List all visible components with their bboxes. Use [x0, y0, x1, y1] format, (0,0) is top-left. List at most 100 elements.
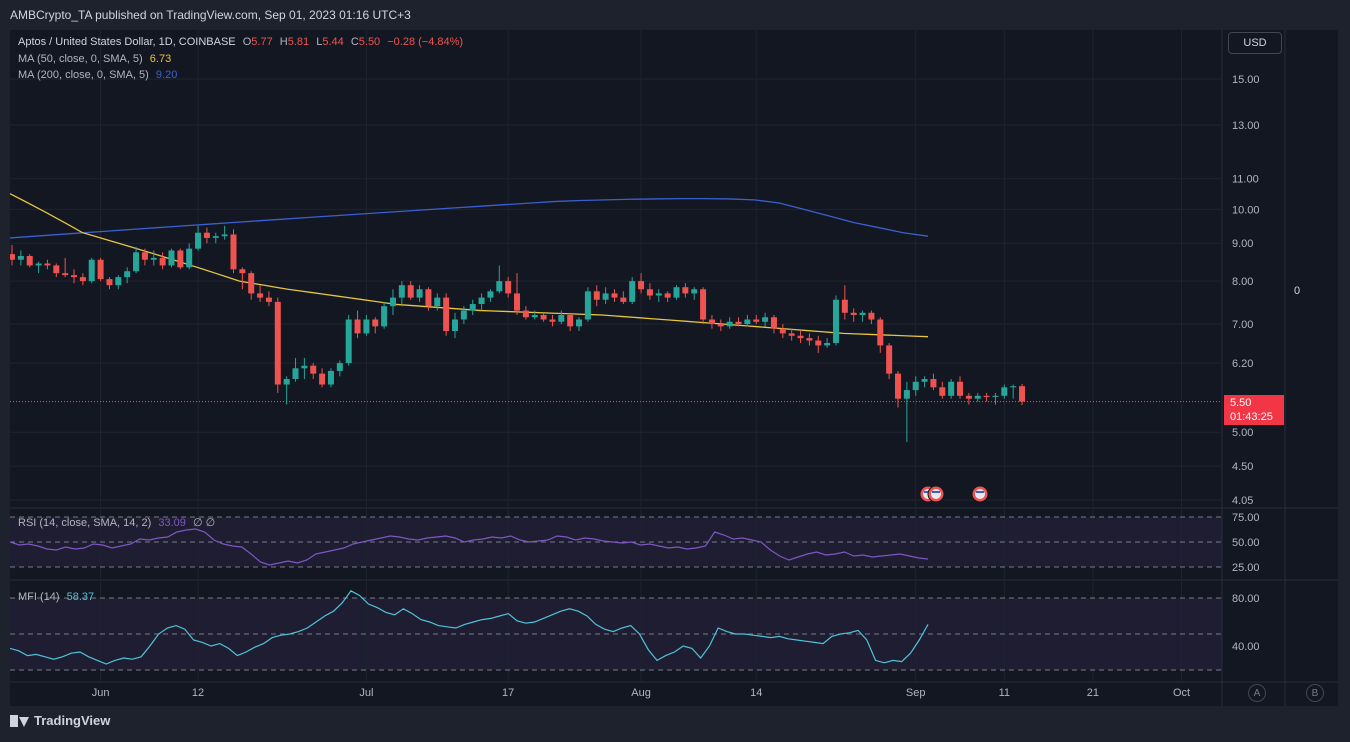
candle-body — [815, 340, 822, 346]
candle-body — [478, 297, 485, 305]
legend-close-label: C — [350, 36, 359, 48]
candle-body — [106, 279, 113, 286]
candle-body — [460, 310, 467, 320]
candle-body — [416, 289, 423, 298]
legend-open: 5.77 — [251, 36, 273, 48]
legend-ma50-label: MA (50, close, 0, SMA, 5) — [18, 53, 143, 65]
candle-body — [806, 338, 813, 341]
candle-body — [35, 263, 42, 266]
legend-ma200-row[interactable]: MA (200, close, 0, SMA, 5) 9.20 — [18, 67, 177, 83]
us-event-flag-icon — [976, 491, 984, 493]
candle-body — [744, 319, 751, 325]
candle-body — [531, 314, 538, 318]
candle-body — [327, 370, 334, 385]
time-axis-label: 12 — [192, 687, 204, 699]
candle-body — [434, 297, 441, 307]
candle-body — [735, 321, 742, 325]
bar-countdown: 01:43:25 — [1230, 411, 1273, 423]
candle-body — [239, 269, 246, 274]
candle-body — [939, 387, 946, 396]
candle-body — [824, 342, 831, 346]
time-axis-label: Sep — [906, 687, 926, 699]
candle-body — [257, 293, 264, 298]
candle-body — [948, 381, 955, 396]
time-axis-label: Oct — [1173, 687, 1190, 699]
time-axis-label: 11 — [999, 687, 1010, 699]
candle-body — [691, 289, 698, 294]
time-axis-label: Aug — [631, 687, 651, 699]
legend-rsi-row[interactable]: RSI (14, close, SMA, 14, 2) 33.09 ∅ ∅ — [18, 515, 215, 531]
chart-area[interactable]: 15.00 13.00 11.00 10.00 9.00 8.00 7.00 6.20 5.00… — [10, 30, 1338, 706]
time-axis-label: 14 — [750, 687, 762, 699]
candle-body — [292, 368, 299, 380]
candle-body — [558, 314, 565, 322]
mfi-axis-label: 80.00 — [1232, 593, 1260, 605]
candle-body — [700, 289, 707, 320]
legend-symbol-row[interactable]: Aptos / United States Dollar, 1D, COINBA… — [18, 34, 463, 50]
candle-body — [221, 234, 228, 237]
candle-body — [505, 281, 512, 294]
candle-body — [265, 297, 272, 302]
price-axis-label: 9.00 — [1232, 238, 1253, 250]
last-price-tag: 5.50 01:43:25 — [1224, 395, 1284, 425]
candle-body — [1010, 386, 1017, 388]
candle-body — [133, 252, 140, 272]
candle-body — [708, 319, 715, 325]
candle-body — [620, 297, 627, 302]
ma200-line — [10, 197, 929, 239]
price-axis-label: 4.50 — [1232, 461, 1253, 473]
candle-body — [638, 281, 645, 290]
candle-body — [26, 256, 33, 266]
price-axis-label: 15.00 — [1232, 74, 1260, 86]
time-axis-label: 21 — [1087, 687, 1099, 699]
mfi-line — [10, 590, 929, 665]
price-axis-label: 10.00 — [1232, 204, 1260, 216]
candle-body — [788, 333, 795, 336]
candle-body — [230, 234, 237, 270]
legend-low-label: L — [316, 36, 323, 48]
legend-ma200-label: MA (200, close, 0, SMA, 5) — [18, 69, 149, 81]
candle-body — [62, 273, 69, 276]
candle-body — [992, 395, 999, 397]
candle-body — [452, 319, 458, 332]
legend-mfi-row[interactable]: MFI (14) 58.37 — [18, 589, 94, 605]
candle-body — [354, 319, 361, 334]
candle-body — [71, 275, 78, 278]
candle-body — [965, 395, 972, 399]
chart-svg[interactable]: 15.00 13.00 11.00 10.00 9.00 8.00 7.00 6.20 5.00… — [10, 30, 1338, 706]
candle-body — [159, 257, 166, 266]
candle-body — [974, 395, 981, 399]
rsi-line — [10, 528, 929, 566]
candle-body — [363, 319, 370, 334]
candle-body — [930, 379, 937, 388]
candle-body — [549, 319, 556, 322]
candle-body — [886, 345, 893, 374]
auto-scale-button[interactable]: A — [1248, 684, 1266, 702]
candle-body — [762, 317, 769, 322]
rsi-axis-label: 50.00 — [1232, 537, 1260, 549]
candle-body — [168, 250, 175, 266]
candle-body — [17, 256, 24, 260]
candle-body — [567, 314, 574, 327]
candle-body — [895, 373, 901, 399]
ma50-line — [10, 193, 929, 338]
candle-body — [593, 291, 600, 300]
candle-body — [177, 250, 184, 268]
candle-body — [576, 319, 583, 327]
legend-rsi-extra: ∅ ∅ — [192, 517, 216, 529]
legend-change: −0.28 (−4.84%) — [387, 36, 464, 48]
legend-close: 5.50 — [358, 36, 381, 48]
candle-body — [186, 248, 193, 268]
mfi-axis-label: 40.00 — [1232, 641, 1260, 653]
candle-body — [957, 381, 964, 396]
candle-body — [983, 395, 990, 397]
candle-body — [540, 314, 547, 320]
candle-body — [469, 304, 476, 311]
candle-body — [124, 271, 131, 278]
candle-body — [212, 236, 219, 238]
legend-ma50-row[interactable]: MA (50, close, 0, SMA, 5) 6.73 — [18, 51, 171, 67]
candle-body — [389, 297, 396, 307]
currency-button[interactable]: USD — [1228, 32, 1282, 54]
candle-body — [283, 379, 290, 385]
log-scale-button[interactable]: B — [1306, 684, 1324, 702]
